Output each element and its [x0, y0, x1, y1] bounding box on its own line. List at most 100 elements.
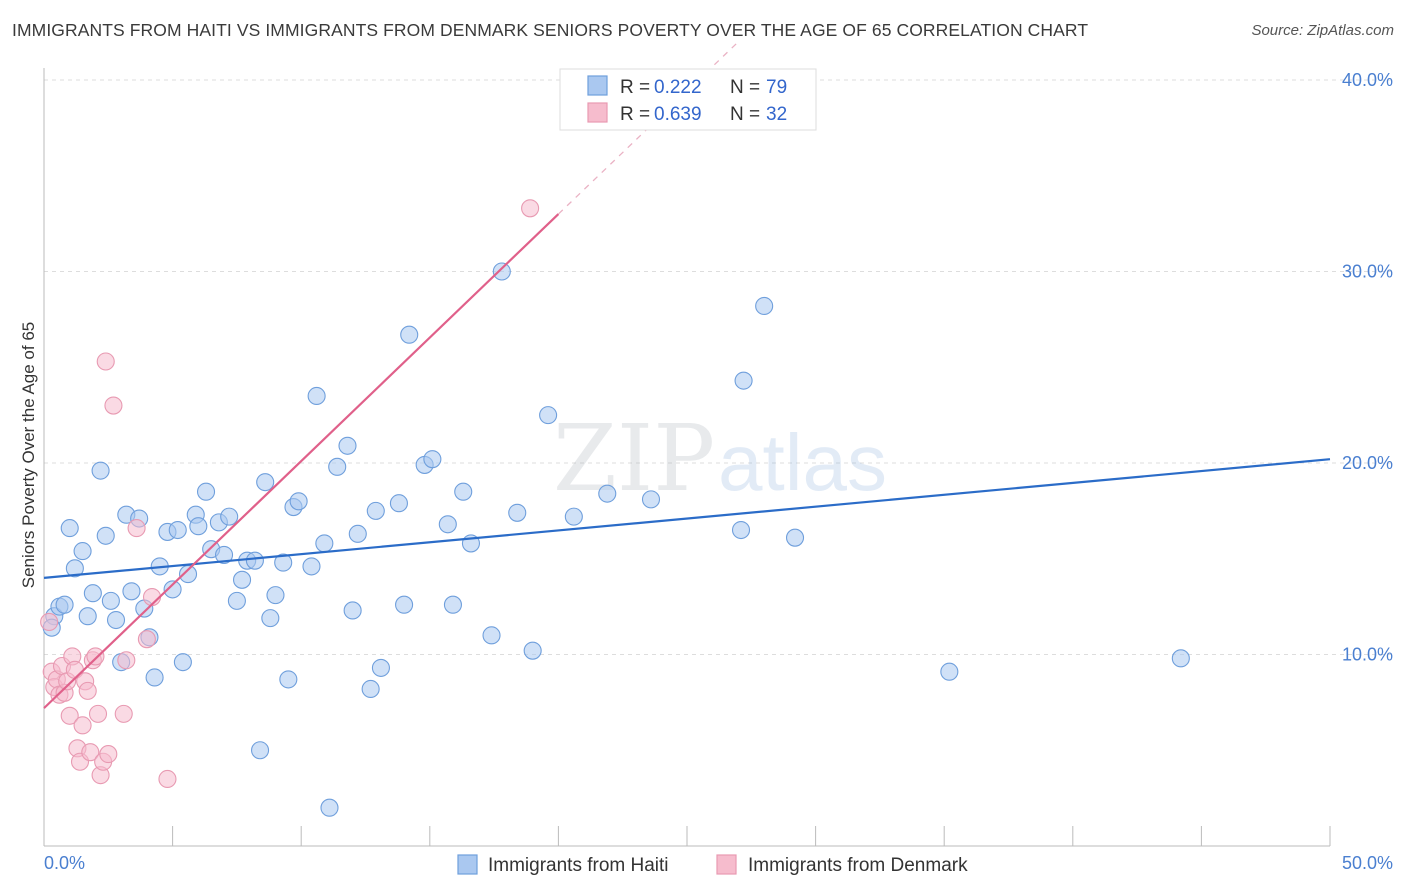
point-haiti-37 — [256, 473, 275, 492]
point-denmark-28 — [137, 630, 156, 649]
y-tick-label-20: 20.0% — [1342, 453, 1393, 473]
stats-legend: R = 0.222 N = 79 R = 0.639 N = 32 — [559, 68, 817, 131]
legend-label-denmark: Immigrants from Denmark — [748, 855, 968, 876]
stats-r-label-haiti: R = — [620, 77, 650, 98]
y-tick-label-40: 40.0% — [1342, 70, 1393, 90]
stats-r-value-denmark: 0.639 — [654, 104, 702, 125]
point-haiti-47 — [320, 798, 339, 817]
stats-r-label-denmark: R = — [620, 104, 650, 125]
point-haiti-69 — [564, 507, 583, 526]
point-haiti-39 — [266, 586, 285, 605]
chart-source: Source: ZipAtlas.com — [1251, 22, 1394, 39]
stats-n-label-denmark: N = — [730, 104, 760, 125]
point-haiti-32 — [227, 591, 246, 610]
point-haiti-27 — [196, 482, 216, 501]
x-tick-label-max: 50.0% — [1342, 853, 1393, 873]
point-denmark-31 — [521, 199, 540, 218]
stats-legend-swatch-haiti — [587, 75, 608, 96]
point-haiti-66 — [508, 503, 527, 522]
legend-swatch-denmark — [716, 854, 737, 875]
point-haiti-5 — [73, 542, 92, 561]
point-haiti-31 — [220, 507, 239, 526]
point-haiti-59 — [423, 450, 442, 469]
point-haiti-75 — [785, 528, 805, 547]
point-haiti-44 — [302, 557, 321, 576]
point-haiti-10 — [101, 591, 120, 610]
point-haiti-50 — [343, 601, 362, 620]
point-haiti-76 — [940, 662, 959, 681]
series-legend: Immigrants from Haiti Immigrants from De… — [457, 854, 968, 876]
points-layer — [40, 199, 1190, 817]
point-haiti-45 — [307, 386, 326, 406]
point-haiti-55 — [389, 494, 408, 513]
chart-title: IMMIGRANTS FROM HAITI VS IMMIGRANTS FROM… — [12, 20, 1089, 40]
point-haiti-11 — [106, 610, 126, 630]
point-haiti-60 — [438, 515, 457, 534]
point-haiti-33 — [232, 570, 252, 589]
point-haiti-48 — [328, 457, 347, 476]
watermark-zip: ZIP — [553, 405, 715, 512]
point-denmark-26 — [117, 651, 136, 670]
point-haiti-38 — [261, 609, 280, 628]
point-haiti-52 — [361, 679, 380, 699]
point-denmark-25 — [114, 704, 133, 723]
legend-swatch-haiti — [457, 854, 478, 875]
point-haiti-53 — [366, 501, 385, 520]
point-haiti-9 — [96, 526, 115, 545]
x-tick-label-min: 0.0% — [44, 853, 85, 873]
point-haiti-68 — [539, 406, 558, 425]
stats-n-label-haiti: N = — [730, 77, 760, 98]
point-denmark-19 — [88, 704, 108, 723]
point-haiti-21 — [163, 580, 182, 599]
point-haiti-51 — [348, 524, 367, 543]
point-haiti-67 — [523, 641, 542, 660]
point-haiti-2 — [55, 595, 74, 614]
point-denmark-18 — [86, 647, 105, 666]
y-tick-label-10: 10.0% — [1342, 645, 1393, 665]
legend-label-haiti: Immigrants from Haiti — [488, 855, 669, 876]
stats-n-value-haiti: 79 — [766, 77, 787, 98]
point-haiti-30 — [214, 545, 234, 564]
point-denmark-15 — [78, 681, 97, 700]
point-haiti-54 — [371, 658, 390, 677]
watermark-atlas: atlas — [718, 418, 887, 507]
watermark: ZIP atlas — [553, 405, 887, 512]
point-haiti-64 — [482, 626, 501, 645]
y-tick-labels: 10.0% 20.0% 30.0% 40.0% — [1342, 70, 1393, 665]
point-haiti-40 — [274, 553, 293, 572]
point-haiti-71 — [641, 490, 661, 509]
stats-legend-swatch-denmark — [587, 102, 608, 123]
point-haiti-4 — [65, 559, 84, 578]
point-haiti-43 — [289, 492, 308, 511]
stats-n-value-denmark: 32 — [766, 104, 787, 125]
point-haiti-3 — [60, 519, 79, 538]
stats-r-value-haiti: 0.222 — [654, 77, 702, 98]
point-haiti-8 — [91, 461, 110, 480]
point-haiti-41 — [279, 670, 298, 689]
point-haiti-22 — [168, 520, 187, 540]
point-haiti-73 — [734, 371, 753, 390]
trendline-haiti — [43, 458, 1331, 579]
point-haiti-62 — [454, 482, 473, 501]
point-haiti-61 — [443, 595, 462, 614]
point-haiti-36 — [250, 741, 270, 760]
point-haiti-6 — [78, 607, 97, 626]
point-haiti-35 — [245, 551, 264, 570]
point-haiti-46 — [315, 534, 334, 553]
point-haiti-18 — [145, 668, 164, 687]
point-haiti-70 — [598, 484, 617, 503]
point-haiti-56 — [395, 595, 414, 614]
point-haiti-57 — [400, 325, 419, 344]
point-denmark-30 — [158, 769, 177, 789]
point-haiti-14 — [122, 582, 141, 601]
point-haiti-72 — [731, 520, 751, 540]
point-haiti-77 — [1171, 649, 1190, 668]
y-axis-label: Seniors Poverty Over the Age of 65 — [19, 322, 38, 588]
point-denmark-23 — [99, 745, 118, 764]
point-haiti-74 — [755, 296, 774, 316]
point-haiti-65 — [492, 262, 511, 281]
point-denmark-27 — [127, 519, 146, 538]
x-ticks — [43, 826, 1331, 846]
point-denmark-22 — [96, 352, 115, 371]
